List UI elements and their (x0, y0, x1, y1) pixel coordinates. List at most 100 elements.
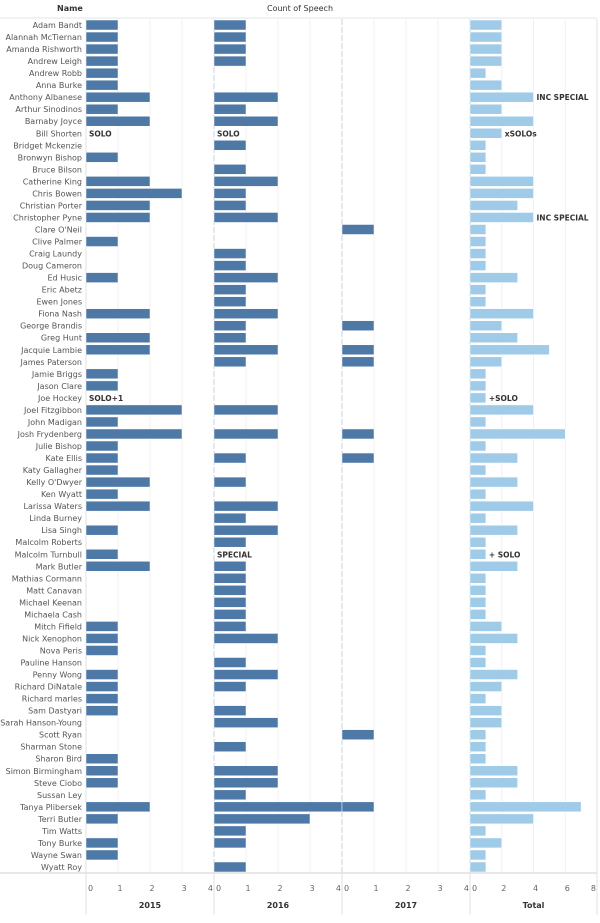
row-label: Christian Porter (20, 201, 83, 210)
bar-total (469, 524, 518, 536)
bar-total (469, 380, 487, 392)
bar-2016 (213, 320, 247, 331)
bar-2016 (213, 260, 247, 271)
bar-2016 (213, 861, 247, 873)
row-label: Jason Clare (36, 382, 82, 391)
bar-2016 (213, 609, 247, 620)
row-label: Bruce Bilson (32, 165, 82, 174)
bar-2016 (213, 55, 247, 67)
tick-label: 4 (533, 884, 538, 893)
bar-2017 (341, 801, 375, 813)
row-label: Malcolm Roberts (15, 538, 82, 547)
bar-total (469, 428, 566, 440)
tick-label: 3 (181, 884, 186, 893)
bar-2016 (213, 621, 247, 632)
bar-total (469, 549, 487, 560)
bar-total (469, 67, 487, 79)
bar-2015 (85, 669, 119, 680)
row-label: Chris Bowen (32, 189, 82, 198)
bar-2016 (213, 344, 279, 356)
bar-total (469, 248, 487, 259)
bar-2015 (85, 91, 151, 103)
row-label: Bridget Mckenzie (13, 141, 82, 150)
bar-2016 (213, 741, 247, 752)
bar-2016 (213, 176, 279, 187)
panel-label: 2017 (395, 901, 417, 910)
row-label: Richard DiNatale (15, 683, 82, 692)
bar-2016 (213, 164, 247, 175)
row-label: Joel Fitzgibbon (23, 406, 82, 415)
row-label: Catherine King (23, 177, 82, 186)
row-label: Sharon Bird (35, 755, 82, 764)
bar-2017 (341, 452, 375, 464)
bar-total (469, 609, 487, 620)
bar-total (469, 103, 502, 115)
annotations: SOLO SOLO xSOLOs INC SPECIAL INC SPECIAL SOLO… (89, 93, 589, 559)
row-label: Penny Wong (33, 671, 82, 680)
annotation-label: xSOLOs (505, 129, 538, 138)
bar-2015 (85, 404, 183, 416)
bar-total (469, 200, 518, 211)
bar-2016 (213, 248, 247, 259)
row-label: Michael Keenan (19, 598, 82, 607)
annotation-label: INC SPECIAL (537, 93, 589, 102)
row-label: Arthur Sinodinos (15, 105, 82, 114)
row-label: Katy Gallagher (23, 466, 83, 475)
bar-2016 (213, 404, 279, 416)
annotation-label: +SOLO (489, 394, 518, 403)
bar-total (469, 813, 534, 825)
bar-total (469, 296, 487, 307)
bar-2015 (85, 464, 119, 476)
row-label: Pauline Hanson (20, 659, 82, 668)
panel-label: 2016 (267, 901, 290, 910)
tick-label: 1 (245, 884, 250, 893)
row-label: Eric Abetz (42, 286, 82, 295)
axes: 0 1 2 3 4 2015 0 1 2 3 4 2016 0 1 2 3 4 2017 0 2 4 6 8 Total (0, 19, 598, 915)
row-label: Jamie Briggs (31, 370, 82, 379)
row-label: Mathias Cormann (12, 574, 82, 583)
bar-2016 (213, 717, 279, 728)
bar-total (469, 573, 487, 584)
bar-2016 (213, 103, 247, 115)
bar-total (469, 19, 502, 31)
annotation-label: SOLO (217, 129, 240, 138)
row-label: Anthony Albanese (9, 93, 82, 102)
bar-total (469, 320, 502, 331)
bar-2015 (85, 308, 151, 319)
bar-2015 (85, 200, 151, 211)
bar-total (469, 765, 518, 777)
bar-2016 (213, 837, 247, 849)
bar-total (469, 729, 487, 740)
bar-total (469, 669, 518, 680)
bar-total (469, 681, 502, 692)
bar-total (469, 43, 502, 55)
tick-label: 4 (208, 884, 213, 893)
bar-total (469, 476, 518, 488)
bar-2015 (85, 67, 119, 79)
bar-total (469, 705, 502, 716)
row-label: Barnaby Joyce (25, 117, 82, 126)
row-label: Ed Husic (47, 274, 82, 283)
bar-2015 (85, 212, 151, 223)
bar-total (469, 597, 487, 608)
tick-label: 0 (88, 884, 93, 893)
annotation-label: SOLO (89, 129, 112, 138)
bar-2015 (85, 777, 119, 789)
tick-label: 1 (373, 884, 378, 893)
bar-2015 (85, 344, 151, 356)
bar-2015 (85, 476, 151, 488)
annotation-label: SOLO+1 (89, 394, 123, 403)
row-label: Tim Watts (41, 827, 82, 836)
row-label: Amanda Rishworth (6, 45, 82, 54)
bar-total (469, 561, 518, 572)
bar-total (469, 753, 487, 764)
bar-total (469, 356, 502, 368)
bar-2016 (213, 657, 247, 668)
bar-total (469, 224, 487, 235)
bar-2015 (85, 681, 119, 692)
bar-total (469, 585, 487, 596)
tick-label: 6 (565, 884, 570, 893)
bar-total (469, 152, 487, 163)
row-label: Sussan Ley (37, 791, 82, 800)
